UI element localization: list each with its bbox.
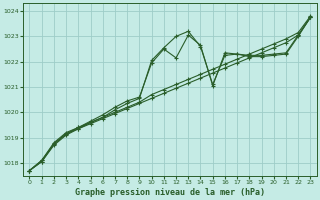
- X-axis label: Graphe pression niveau de la mer (hPa): Graphe pression niveau de la mer (hPa): [75, 188, 265, 197]
